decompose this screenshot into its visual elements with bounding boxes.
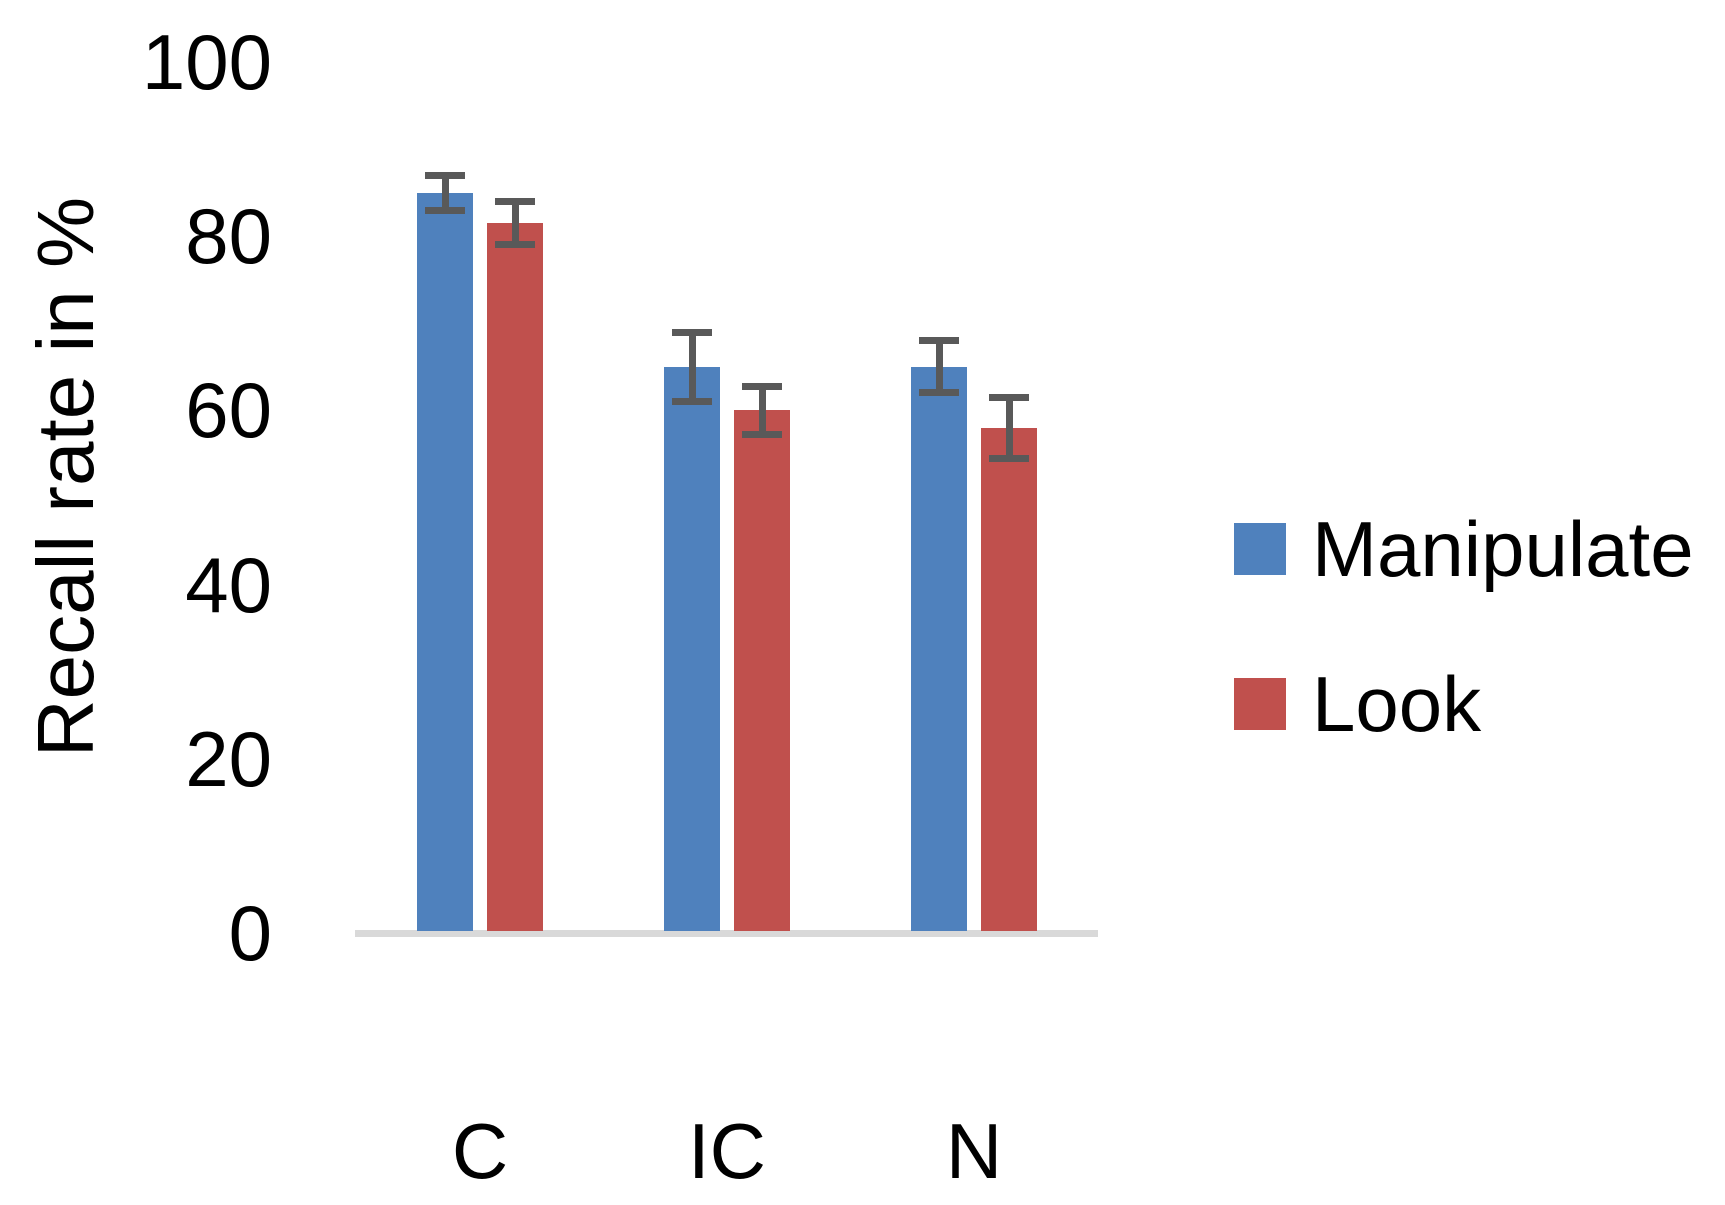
error-bar-stem-manipulate-c: [441, 175, 449, 211]
y-tick-label: 0: [228, 889, 272, 977]
error-bar-top-cap-look-n: [989, 393, 1029, 401]
x-axis-line: [355, 930, 1098, 937]
x-category-label-ic: IC: [688, 1107, 766, 1195]
bar-look-ic: [734, 410, 790, 931]
error-bar-stem-manipulate-ic: [688, 332, 696, 402]
bar-look-n: [981, 427, 1037, 931]
legend-swatch-look: [1234, 678, 1286, 730]
error-bar-bottom-cap-manipulate-c: [425, 206, 465, 214]
legend-entry-look: Look: [1234, 665, 1481, 743]
x-category-label-c: C: [451, 1107, 509, 1195]
y-tick-label: 20: [185, 714, 272, 803]
bar-manipulate-n: [911, 366, 967, 931]
error-bar-bottom-cap-look-n: [989, 454, 1029, 462]
legend-label-manipulate: Manipulate: [1312, 505, 1694, 593]
bar-manipulate-c: [417, 192, 473, 931]
error-bar-stem-look-ic: [758, 386, 766, 435]
error-bar-bottom-cap-manipulate-ic: [672, 398, 712, 406]
error-bar-stem-manipulate-n: [935, 340, 943, 393]
y-axis-title: Recall rate in %: [21, 196, 110, 758]
error-bar-stem-look-n: [1005, 397, 1013, 459]
y-tick-label: 60: [185, 366, 272, 455]
error-bar-top-cap-look-c: [495, 197, 535, 205]
y-tick-label: 80: [185, 192, 272, 281]
y-tick-label: 40: [185, 540, 272, 629]
bar-manipulate-ic: [664, 366, 720, 931]
legend-swatch-manipulate: [1234, 523, 1286, 575]
error-bar-top-cap-manipulate-n: [919, 337, 959, 345]
error-bar-top-cap-manipulate-ic: [672, 328, 712, 336]
error-bar-top-cap-manipulate-c: [425, 171, 465, 179]
error-bar-top-cap-look-ic: [742, 382, 782, 390]
bar-look-c: [487, 223, 543, 931]
x-category-label-n: N: [945, 1107, 1003, 1195]
error-bar-bottom-cap-look-ic: [742, 430, 782, 438]
legend-label-look: Look: [1312, 660, 1482, 748]
legend-entry-manipulate: Manipulate: [1234, 510, 1694, 588]
error-bar-bottom-cap-look-c: [495, 241, 535, 249]
y-tick-label: 100: [141, 18, 272, 106]
error-bar-bottom-cap-manipulate-n: [919, 389, 959, 397]
error-bar-stem-look-c: [511, 201, 519, 245]
